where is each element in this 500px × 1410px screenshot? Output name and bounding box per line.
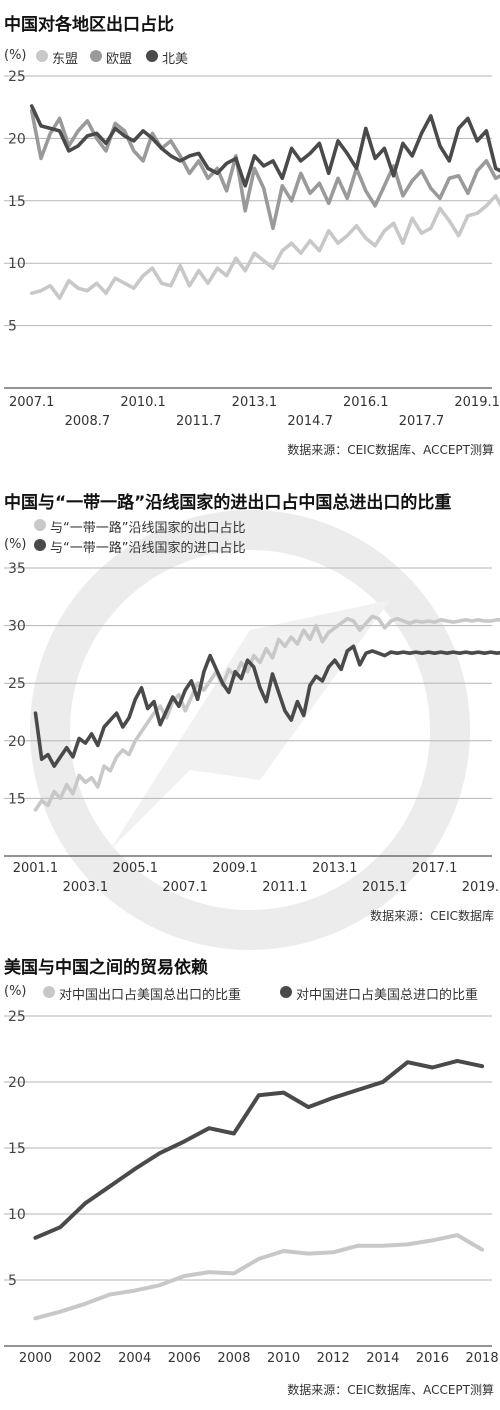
x-tick-label: 2016.1 [343,395,389,410]
legend-us-export-dot [43,986,55,998]
y-tick-label: 20 [8,131,26,147]
legend-bri-export-dot [34,519,46,531]
legend-bri-export-label: 与“一带一路”沿线国家的出口占比 [50,521,246,536]
x-tick-label: 2017.7 [399,414,445,429]
x-tick-label: 2019.1 [454,395,500,410]
y-tick-label: 25 [8,69,26,85]
chart-2-source: 数据来源：CEIC数据库 [370,909,494,923]
legend-bri-import-dot [34,539,46,551]
y-tick-label: 15 [8,1141,26,1157]
chart-2-plot: 15 20 25 30 35 2001.1 2005.1 2009.1 2013.1 2017.1… [4,561,500,895]
x-tick-label: 2008.7 [65,414,111,429]
legend-us-import-dot [280,986,292,998]
x-tick-label: 2002 [69,1351,102,1366]
x-tick-label: 2013.1 [312,861,358,876]
y-tick-label: 5 [8,319,17,335]
y-tick-label: 10 [8,1207,26,1223]
y-tick-label: 20 [8,734,26,750]
x-tick-label: 2005.1 [113,861,159,876]
chart-2-unit: (%) [4,537,27,552]
chart-1-panel: 中国对各地区出口占比 (%) 东盟 欧盟 北美 5 10 15 20 25 2007.1 2… [0,0,500,460]
x-tick-label: 2010 [267,1351,300,1366]
series-line-0-0 [29,194,500,300]
series-line-2-0 [33,1233,485,1321]
x-tick-label: 2012 [317,1351,350,1366]
y-tick-label: 10 [8,256,26,272]
series-line-1-1 [33,644,500,768]
series-line-0-2 [29,104,500,188]
x-tick-label: 2009.1 [212,861,258,876]
legend-eu-dot [90,50,102,62]
x-tick-label: 2013.1 [232,395,278,410]
chart-2-panel: 中国与“一带一路”沿线国家的进出口占中国总进出口的比重 与“一带一路”沿线国家的… [4,493,500,923]
watermark-logo [30,510,470,950]
chart-3-source: 数据来源：CEIC数据库、ACCEPT测算 [287,1383,494,1397]
legend-na-label: 北美 [162,52,189,67]
chart-3-unit: (%) [4,984,27,999]
y-tick-label: 20 [8,1075,26,1091]
y-tick-label: 5 [8,1273,17,1289]
chart-1-source: 数据来源：CEIC数据库、ACCEPT测算 [287,443,494,457]
chart-1-plot: 5 10 15 20 25 2007.1 2010.1 2013.1 2016.1 2019.1 2… [4,69,500,429]
series-line-2-1 [33,1058,485,1240]
x-tick-label: 2015.1 [362,880,408,895]
chart-1-unit: (%) [4,48,27,63]
y-tick-label: 25 [8,676,26,692]
y-tick-label: 30 [8,619,26,635]
x-tick-label: 2006 [168,1351,201,1366]
x-tick-label: 2007.1 [162,880,208,895]
legend-na-dot [146,50,158,62]
x-tick-label: 2011.1 [262,880,308,895]
x-tick-label: 2014.7 [287,414,333,429]
x-tick-label: 2019.1 [462,880,500,895]
legend-bri-import-label: 与“一带一路”沿线国家的进口占比 [50,541,246,556]
legend-us-import-label: 对中国进口占美国总进口的比重 [296,988,479,1003]
y-tick-label: 15 [8,791,26,807]
x-tick-label: 2007.1 [9,395,55,410]
y-tick-label: 15 [8,194,26,210]
x-tick-label: 2001.1 [13,861,59,876]
series-line-1-0 [33,614,500,812]
x-tick-label: 2017.1 [412,861,458,876]
x-tick-label: 2004 [118,1351,151,1366]
x-tick-label: 2008 [217,1351,250,1366]
legend-eu-label: 欧盟 [106,52,133,67]
y-tick-label: 35 [8,561,26,577]
legend-asean-dot [36,50,48,62]
chart-3-title: 美国与中国之间的贸易依赖 [4,958,208,978]
x-tick-label: 2000 [19,1351,52,1366]
x-tick-label: 2010.1 [120,395,166,410]
x-tick-label: 2016 [416,1351,449,1366]
x-tick-label: 2018 [466,1351,499,1366]
legend-asean-label: 东盟 [52,52,79,67]
legend-us-export-label: 对中国出口占美国总出口的比重 [59,988,242,1003]
x-tick-label: 2003.1 [63,880,109,895]
chart-2-title: 中国与“一带一路”沿线国家的进出口占中国总进出口的比重 [4,493,452,513]
chart-1-title: 中国对各地区出口占比 [4,15,174,35]
x-tick-label: 2014 [366,1351,399,1366]
y-tick-label: 25 [8,1009,26,1025]
x-tick-label: 2011.7 [176,414,222,429]
